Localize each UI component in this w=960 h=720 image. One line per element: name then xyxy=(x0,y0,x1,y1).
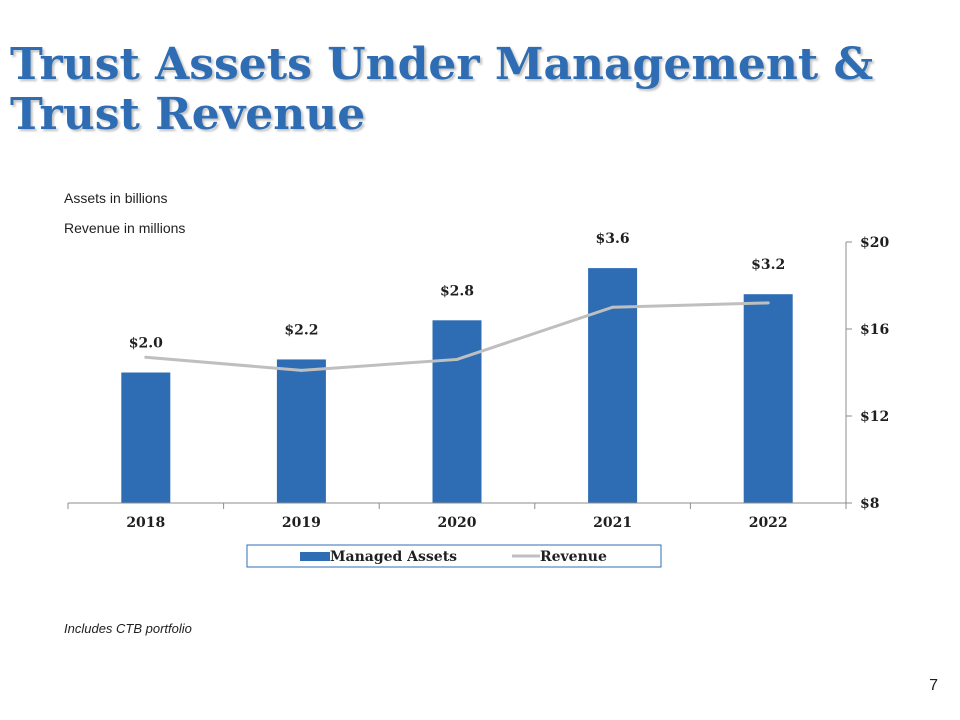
data-label-2022: $3.2 xyxy=(751,257,785,273)
right-tick-label-0: $8 xyxy=(860,496,879,512)
x-tick-label-2018: 2018 xyxy=(126,515,165,531)
assets-units-note: Assets in billions xyxy=(64,190,168,206)
right-tick-label-2: $16 xyxy=(860,322,889,338)
bar-2018 xyxy=(121,372,171,503)
revenue-point-2022 xyxy=(766,301,770,305)
assets-revenue-chart: $2.0 $2.2 $2.8 $3.6 $3.2 2018 2019 2020 2021 2022… xyxy=(67,231,889,568)
x-tick-label-2019: 2019 xyxy=(282,515,321,531)
data-label-2019: $2.2 xyxy=(284,322,318,338)
bar-2019 xyxy=(276,359,326,503)
data-label-2020: $2.8 xyxy=(440,283,474,299)
revenue-point-2020 xyxy=(455,357,459,361)
x-tick-label-2020: 2020 xyxy=(438,515,477,531)
bar-2020 xyxy=(432,320,482,503)
legend-swatch-managed-assets xyxy=(300,552,330,561)
x-tick-label-2021: 2021 xyxy=(593,515,632,531)
revenue-point-2019 xyxy=(299,368,303,372)
data-label-2018: $2.0 xyxy=(129,336,163,352)
slide-title: Trust Assets Under Management & Trust Re… xyxy=(10,40,873,140)
page-number: 7 xyxy=(929,677,938,694)
data-label-2021: $3.6 xyxy=(596,231,630,247)
legend-box xyxy=(246,544,662,568)
revenue-point-2018 xyxy=(144,355,148,359)
legend-label-revenue: Revenue xyxy=(540,549,607,565)
revenue-point-2021 xyxy=(611,305,615,309)
right-tick-label-1: $12 xyxy=(860,409,889,425)
bar-2022 xyxy=(743,294,793,503)
slide-title-line2: Trust Revenue xyxy=(10,89,366,140)
right-tick-label-3: $20 xyxy=(860,235,889,251)
revenue-units-note: Revenue in millions xyxy=(64,220,186,236)
x-tick-label-2022: 2022 xyxy=(749,515,788,531)
bar-2021 xyxy=(588,268,638,503)
slide-title-line1: Trust Assets Under Management & xyxy=(10,39,874,90)
legend-label-managed-assets: Managed Assets xyxy=(330,549,457,565)
footnote: Includes CTB portfolio xyxy=(64,621,192,636)
